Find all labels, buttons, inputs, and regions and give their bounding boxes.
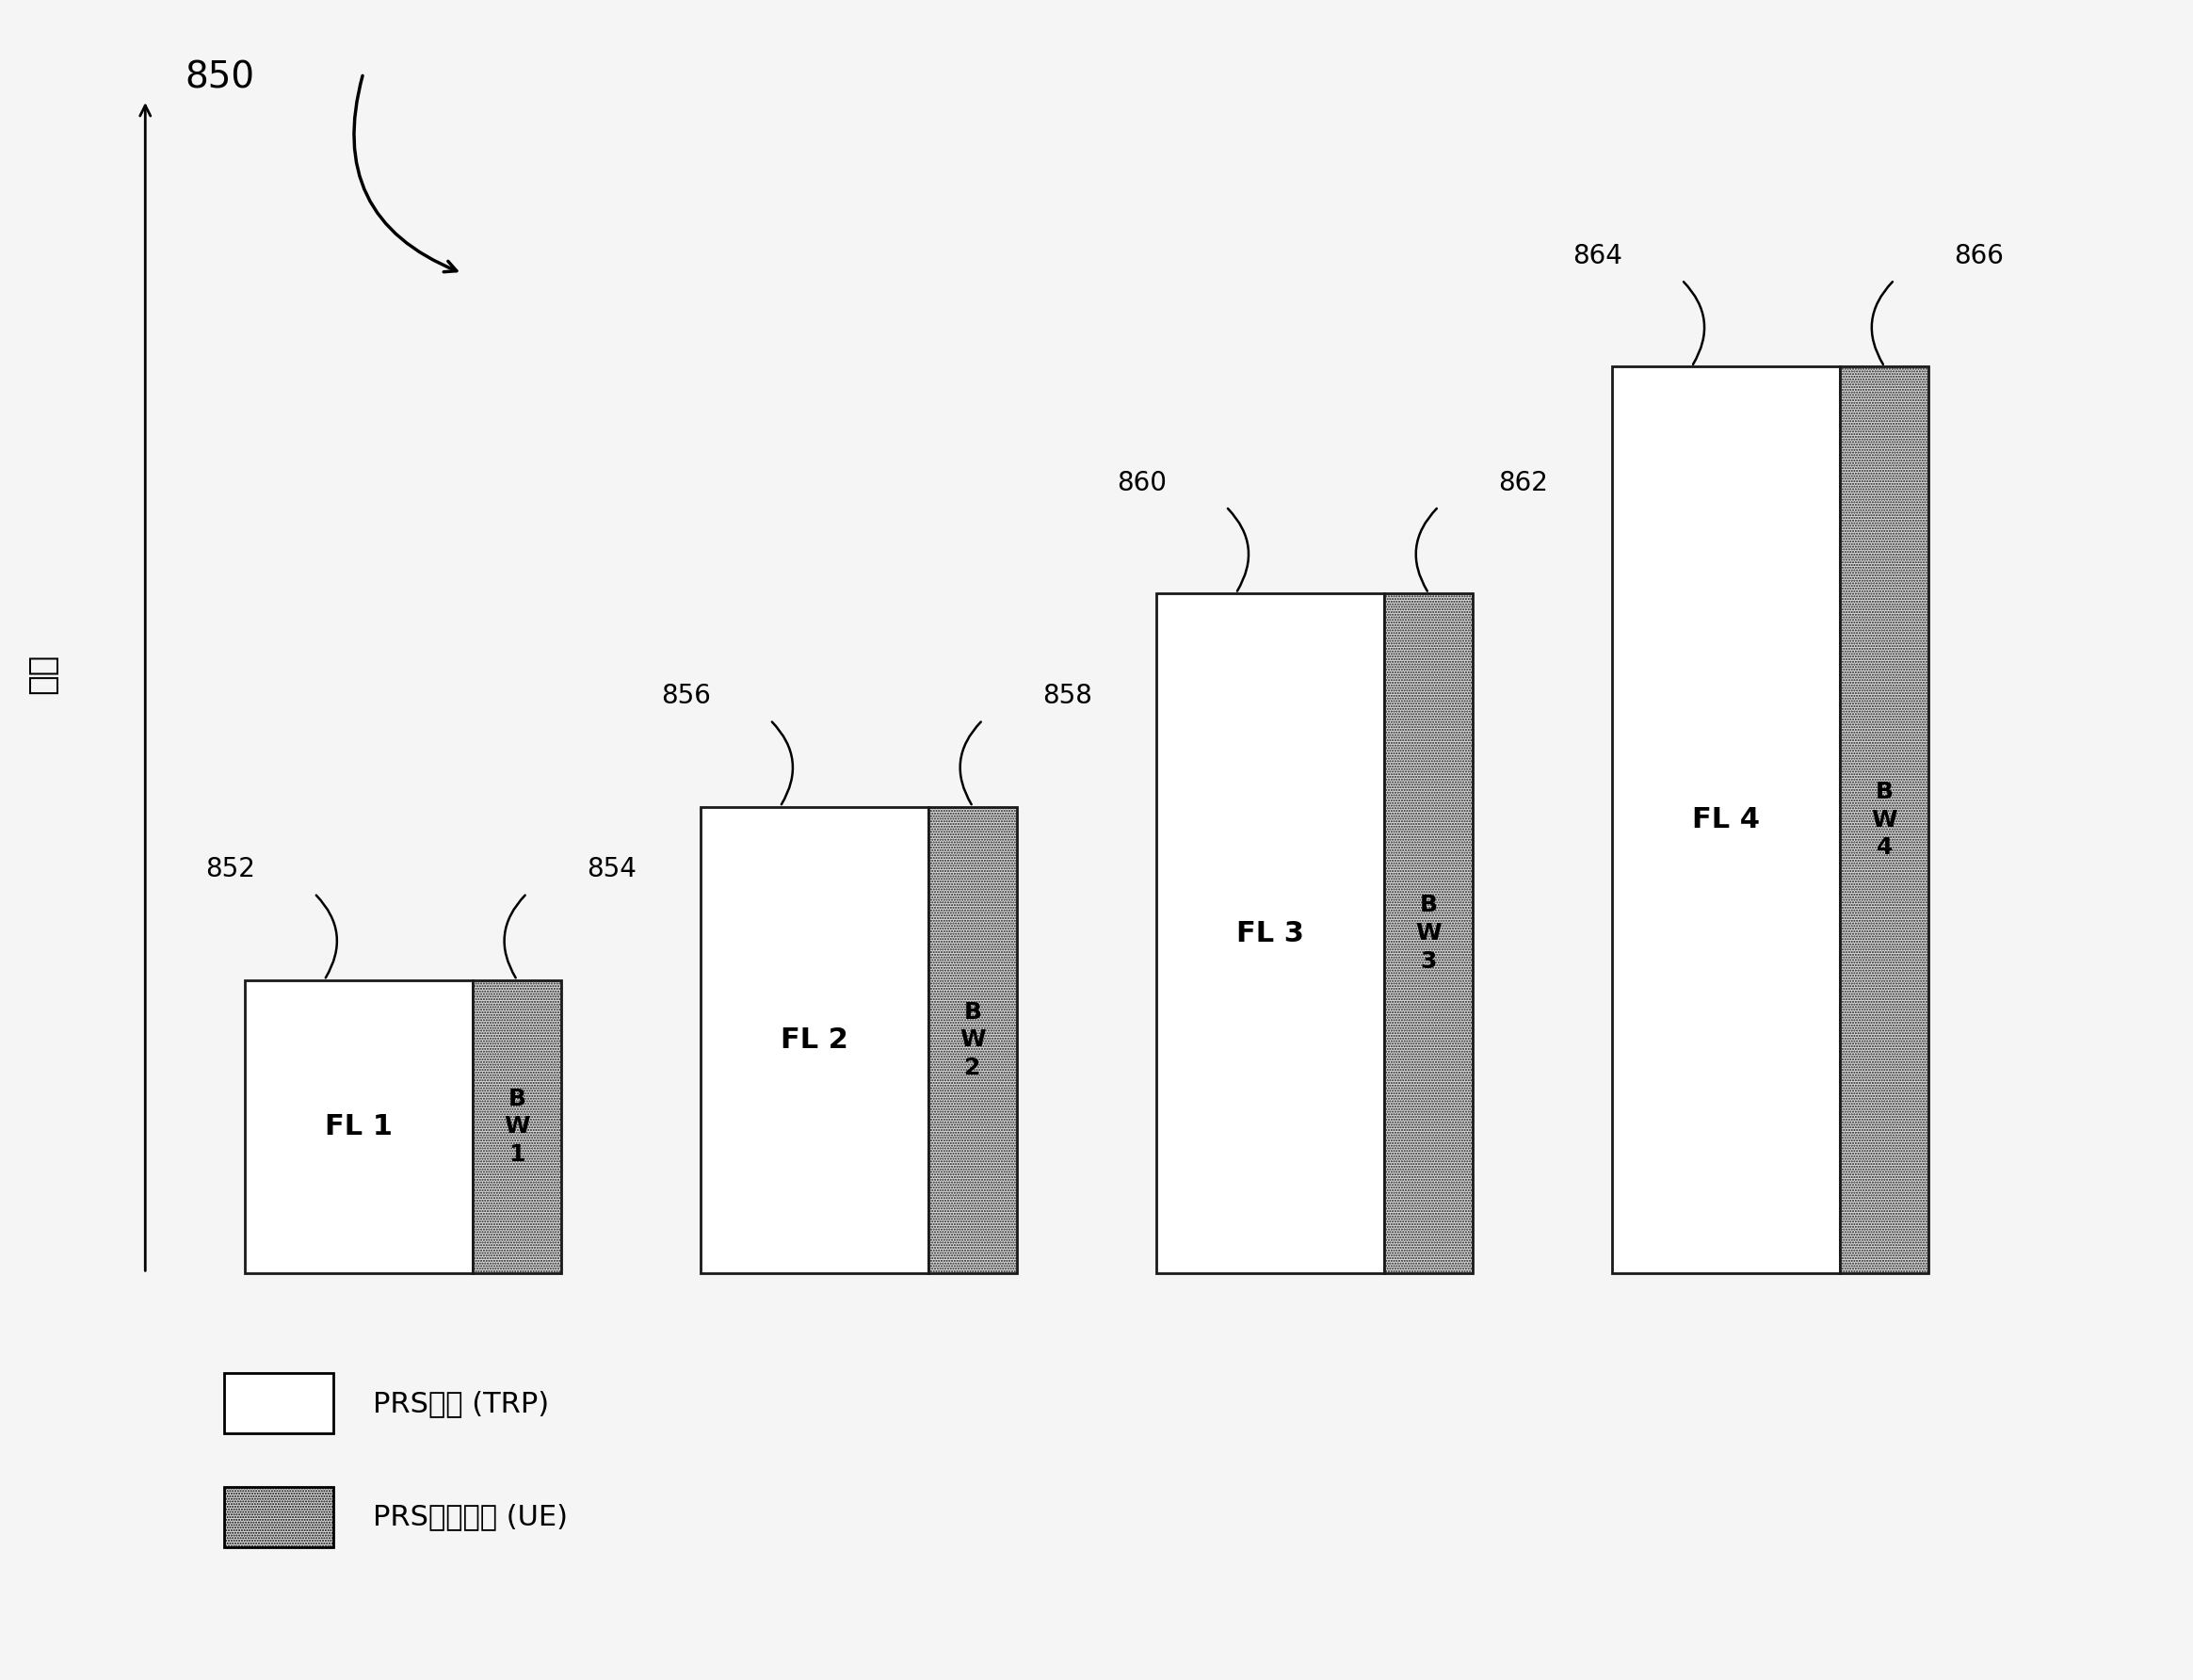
Text: B
W
2: B W 2 <box>961 1001 987 1079</box>
Text: B
W
4: B W 4 <box>1871 781 1897 858</box>
Text: FL 1: FL 1 <box>325 1114 393 1141</box>
Bar <box>1384 593 1474 1273</box>
Text: 858: 858 <box>1042 684 1092 709</box>
Bar <box>1612 366 1840 1273</box>
Text: FL 4: FL 4 <box>1693 806 1759 833</box>
Text: 850: 850 <box>184 60 254 96</box>
Text: 860: 860 <box>1116 470 1167 496</box>
Bar <box>928 806 1018 1273</box>
Text: 866: 866 <box>1954 244 2004 269</box>
Bar <box>224 1374 333 1433</box>
Text: 854: 854 <box>586 857 636 882</box>
Text: 频率: 频率 <box>26 654 59 694</box>
Bar <box>1840 366 1930 1273</box>
Text: FL 2: FL 2 <box>781 1026 849 1053</box>
Text: B
W
1: B W 1 <box>504 1087 531 1166</box>
Text: PRS测量带宽 (UE): PRS测量带宽 (UE) <box>373 1504 568 1530</box>
Text: FL 3: FL 3 <box>1237 919 1305 948</box>
Text: 852: 852 <box>206 857 254 882</box>
Text: PRS带宽 (TRP): PRS带宽 (TRP) <box>373 1389 550 1416</box>
Bar <box>224 1487 333 1547</box>
Text: 864: 864 <box>1572 244 1623 269</box>
Text: 856: 856 <box>660 684 711 709</box>
Text: 862: 862 <box>1498 470 1548 496</box>
Bar <box>1156 593 1384 1273</box>
Bar <box>474 979 561 1273</box>
Bar <box>243 979 474 1273</box>
Text: B
W
3: B W 3 <box>1417 894 1441 973</box>
Bar <box>700 806 928 1273</box>
